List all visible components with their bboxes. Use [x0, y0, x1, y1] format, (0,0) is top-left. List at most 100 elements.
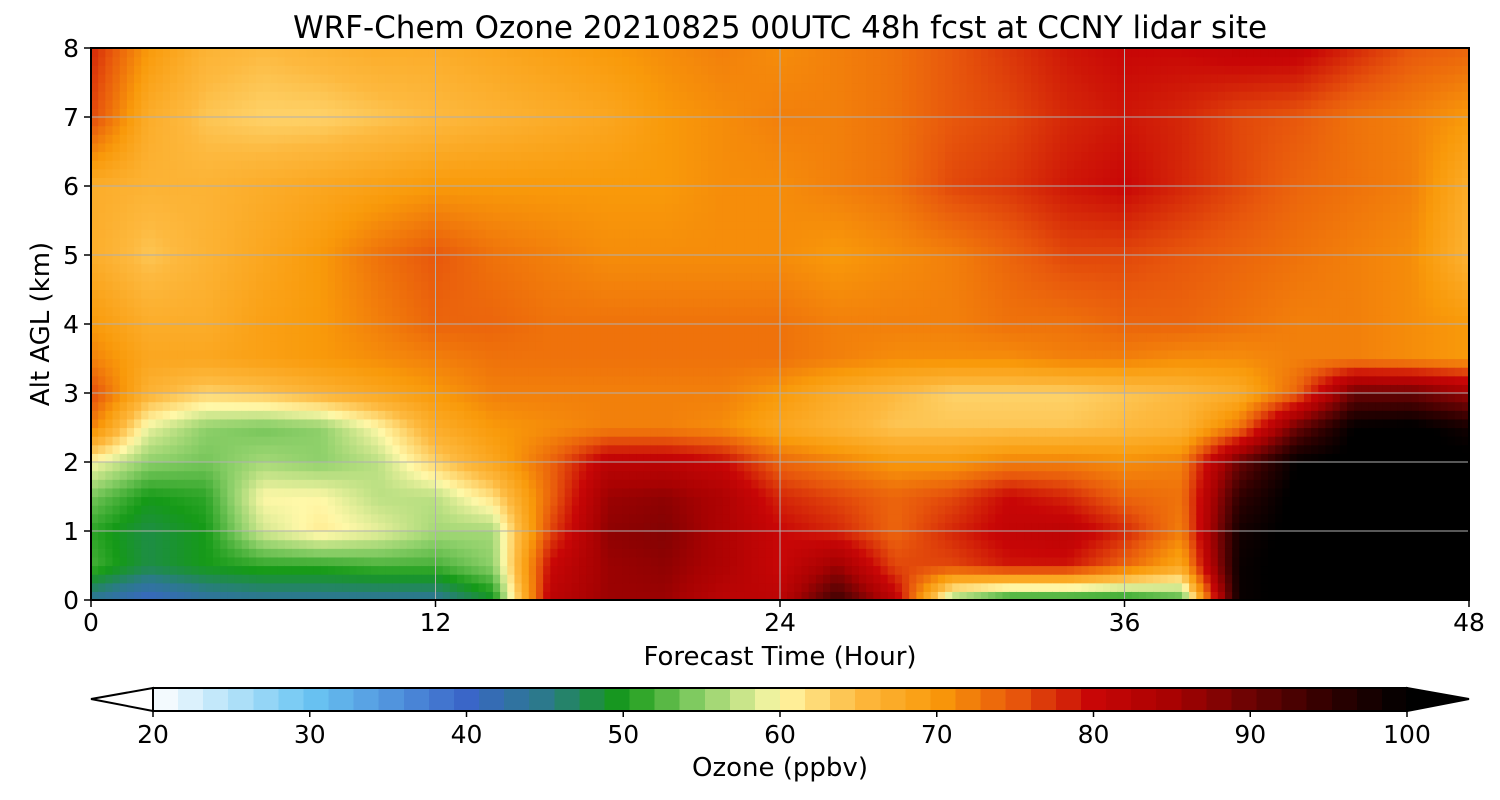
heatmap-cell — [392, 117, 401, 127]
heatmap-cell — [564, 427, 573, 437]
heatmap-cell — [263, 479, 272, 489]
heatmap-cell — [564, 436, 573, 446]
heatmap-cell — [198, 436, 207, 446]
heatmap-cell — [177, 73, 185, 84]
heatmap-cell — [227, 99, 236, 109]
heatmap-cell — [277, 487, 286, 498]
heatmap-cell — [205, 522, 214, 532]
heatmap-cell — [363, 375, 372, 385]
heatmap-cell — [177, 211, 185, 222]
heatmap-cell — [528, 203, 537, 213]
heatmap-cell — [550, 496, 559, 506]
heatmap-cell — [428, 496, 437, 506]
heatmap-cell — [471, 574, 480, 584]
heatmap-cell — [112, 418, 121, 429]
heatmap-cell — [105, 298, 114, 308]
heatmap-cell — [643, 82, 652, 92]
heatmap-cell — [399, 565, 408, 575]
heatmap-cell — [162, 263, 171, 273]
heatmap-cell — [614, 556, 623, 567]
heatmap-cell — [421, 56, 429, 66]
heatmap-cell — [270, 479, 279, 489]
heatmap-cell — [485, 177, 494, 187]
heatmap-cell — [227, 324, 236, 334]
heatmap-cell — [629, 73, 638, 84]
heatmap-cell — [535, 453, 544, 463]
heatmap-cell — [428, 203, 437, 213]
heatmap-cell — [256, 479, 264, 489]
heatmap-cell — [586, 574, 594, 584]
heatmap-cell — [198, 237, 207, 247]
heatmap-cell — [421, 341, 429, 351]
heatmap-cell — [134, 255, 142, 265]
heatmap-cell — [622, 410, 630, 420]
heatmap-cell — [327, 194, 336, 204]
heatmap-cell — [141, 539, 150, 549]
heatmap-cell — [571, 194, 580, 204]
heatmap-cell — [141, 125, 150, 135]
heatmap-cell — [528, 151, 537, 161]
heatmap-cell — [205, 125, 214, 135]
heatmap-cell — [593, 237, 602, 247]
heatmap-cell — [256, 237, 264, 247]
heatmap-cell — [263, 142, 272, 153]
heatmap-cell — [169, 487, 178, 498]
heatmap-cell — [184, 99, 193, 109]
heatmap-cell — [629, 220, 638, 230]
heatmap-cell — [636, 453, 645, 463]
heatmap-cell — [241, 444, 250, 454]
heatmap-cell — [500, 108, 508, 118]
heatmap-cell — [636, 332, 645, 342]
heatmap-cell — [629, 203, 638, 213]
heatmap-cell — [521, 332, 530, 342]
heatmap-cell — [471, 496, 480, 506]
heatmap-cell — [435, 522, 444, 532]
heatmap-cell — [349, 65, 358, 75]
heatmap-cell — [521, 56, 530, 66]
heatmap-cell — [148, 91, 157, 101]
heatmap-cell — [227, 194, 236, 204]
heatmap-cell — [478, 65, 487, 75]
heatmap-cell — [184, 229, 193, 239]
heatmap-cell — [277, 237, 286, 247]
heatmap-cell — [119, 117, 128, 127]
heatmap-cell — [299, 418, 307, 429]
heatmap-cell — [105, 194, 114, 204]
heatmap-cell — [593, 453, 602, 463]
heatmap-cell — [406, 375, 415, 385]
heatmap-cell — [449, 117, 458, 127]
heatmap-cell — [320, 367, 329, 377]
heatmap-cell — [363, 306, 372, 316]
heatmap-cell — [284, 444, 293, 454]
heatmap-cell — [564, 220, 573, 230]
heatmap-cell — [406, 246, 415, 256]
heatmap-cell — [500, 73, 508, 84]
heatmap-cell — [277, 375, 286, 385]
heatmap-cell — [421, 574, 429, 584]
heatmap-cell — [378, 99, 386, 109]
heatmap-cell — [492, 298, 501, 308]
heatmap-cell — [327, 375, 336, 385]
heatmap-cell — [91, 591, 99, 600]
heatmap-cell — [320, 298, 329, 308]
heatmap-cell — [607, 418, 616, 429]
heatmap-cell — [528, 410, 537, 420]
heatmap-cell — [155, 384, 164, 394]
heatmap-cell — [112, 186, 121, 196]
heatmap-cell — [586, 134, 594, 144]
heatmap-cell — [327, 134, 336, 144]
heatmap-cell — [241, 505, 250, 515]
heatmap-cell — [306, 315, 315, 325]
heatmap-cell — [363, 117, 372, 127]
heatmap-cell — [421, 401, 429, 411]
heatmap-cell — [263, 203, 272, 213]
heatmap-cell — [571, 349, 580, 360]
heatmap-cell — [607, 134, 616, 144]
heatmap-cell — [177, 289, 185, 299]
heatmap-cell — [184, 142, 193, 153]
heatmap-cell — [607, 48, 616, 58]
heatmap-cell — [327, 436, 336, 446]
heatmap-cell — [392, 82, 401, 92]
heatmap-cell — [636, 298, 645, 308]
heatmap-cell — [385, 263, 394, 273]
